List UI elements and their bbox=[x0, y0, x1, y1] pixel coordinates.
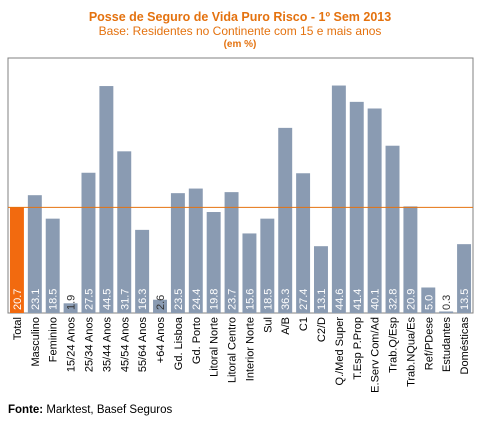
chart-title-block: Posse de Seguro de Vida Puro Risco - 1º … bbox=[0, 10, 480, 52]
bar-2 bbox=[45, 218, 60, 313]
value-label-19: 41.4 bbox=[352, 289, 364, 310]
plot-frame bbox=[7, 57, 474, 314]
bar-24 bbox=[439, 311, 454, 313]
category-label-5: 35/44 Anos bbox=[101, 317, 113, 373]
bar-9 bbox=[170, 193, 185, 313]
value-label-2: 18.5 bbox=[48, 289, 60, 310]
source-label: Fonte: bbox=[8, 404, 44, 416]
value-label-20: 40.1 bbox=[370, 289, 382, 310]
category-label-4: 25/34 Anos bbox=[83, 317, 95, 373]
category-label-6: 45/54 Anos bbox=[119, 317, 131, 373]
chart-title: Posse de Seguro de Vida Puro Risco - 1º … bbox=[88, 10, 392, 24]
category-label-2: Feminino bbox=[48, 317, 60, 362]
bar-10 bbox=[188, 188, 203, 313]
value-label-10: 24.4 bbox=[191, 289, 203, 310]
value-label-8: 2.6 bbox=[155, 295, 167, 310]
value-label-3: 1.9 bbox=[66, 295, 78, 310]
bar-17 bbox=[314, 246, 328, 313]
bar-0 bbox=[9, 207, 24, 313]
chart-subtitle: Base: Residentes no Continente com 15 e … bbox=[98, 24, 382, 38]
bar-23 bbox=[421, 287, 436, 313]
value-label-24: 0.3 bbox=[441, 295, 453, 310]
bar-25 bbox=[457, 244, 472, 313]
category-label-17: C2/D bbox=[316, 317, 328, 342]
category-label-13: Interior Norte bbox=[244, 317, 256, 381]
bar-14 bbox=[260, 218, 275, 313]
category-label-12: Litoral Centro bbox=[227, 317, 239, 383]
category-label-25: Domésticas bbox=[459, 317, 471, 375]
value-label-9: 23.5 bbox=[173, 289, 185, 310]
category-label-19: T.Esp P.Prop bbox=[352, 317, 364, 380]
bar-22 bbox=[403, 206, 418, 313]
bar-8 bbox=[153, 299, 167, 313]
value-label-22: 20.9 bbox=[405, 289, 417, 310]
category-label-1: Masculino bbox=[30, 317, 42, 367]
category-label-7: 55/64 Anos bbox=[137, 317, 149, 373]
category-label-8: +64 Anos bbox=[155, 317, 167, 364]
value-label-14: 18.5 bbox=[262, 289, 274, 310]
category-label-0: Total bbox=[12, 317, 24, 340]
category-label-9: Gd. Lisboa bbox=[173, 316, 185, 370]
bar-3 bbox=[63, 303, 78, 313]
value-label-7: 16.3 bbox=[137, 289, 149, 310]
bar-16 bbox=[296, 173, 311, 313]
value-label-0: 20.7 bbox=[12, 289, 24, 310]
category-label-15: A/B bbox=[280, 317, 292, 335]
category-label-21: Trab.Q/Esp bbox=[388, 317, 400, 373]
category-label-23: Ref/PDese bbox=[423, 317, 435, 370]
category-label-24: Estudantes bbox=[441, 317, 453, 373]
category-label-22: Trab.NQua/Es bbox=[405, 317, 417, 387]
value-label-16: 27.4 bbox=[298, 289, 310, 310]
value-label-6: 31.7 bbox=[119, 289, 131, 310]
category-label-3: 15/24 Anos bbox=[66, 317, 78, 373]
category-label-11: Litoral Norte bbox=[209, 317, 221, 377]
chart-unit-note: (em %) bbox=[223, 39, 257, 50]
value-label-25: 13.5 bbox=[459, 289, 471, 310]
value-label-12: 23.7 bbox=[227, 289, 239, 310]
value-label-17: 13.1 bbox=[316, 289, 328, 310]
category-label-14: Sul bbox=[262, 317, 274, 333]
bar-13 bbox=[242, 233, 257, 313]
category-label-18: Q./Med Super bbox=[334, 317, 346, 386]
value-label-13: 15.6 bbox=[244, 289, 256, 310]
category-label-16: C1 bbox=[298, 317, 310, 331]
bar-12 bbox=[224, 192, 239, 313]
value-label-23: 5.0 bbox=[423, 295, 435, 310]
value-label-1: 23.1 bbox=[30, 289, 42, 310]
value-label-15: 36.3 bbox=[280, 289, 292, 310]
value-label-5: 44.5 bbox=[101, 289, 113, 310]
bar-5 bbox=[99, 86, 114, 313]
bar-18 bbox=[331, 85, 346, 313]
category-label-10: Gd. Porto bbox=[191, 317, 203, 364]
bar-7 bbox=[135, 229, 150, 313]
bar-11 bbox=[206, 212, 221, 313]
bar-15 bbox=[278, 127, 293, 314]
category-label-20: E.Serv Com/Ad bbox=[370, 317, 382, 393]
value-label-4: 27.5 bbox=[83, 289, 95, 310]
source-text: Marktest, Basef Seguros bbox=[43, 404, 173, 416]
value-label-18: 44.6 bbox=[334, 289, 346, 310]
bar-6 bbox=[117, 151, 132, 313]
value-label-21: 32.8 bbox=[388, 289, 400, 310]
value-label-11: 19.8 bbox=[209, 289, 221, 310]
bar-21 bbox=[385, 145, 400, 313]
bar-20 bbox=[367, 108, 382, 314]
bar-1 bbox=[27, 195, 42, 313]
source-footer: Fonte: Marktest, Basef Seguros bbox=[8, 404, 172, 416]
